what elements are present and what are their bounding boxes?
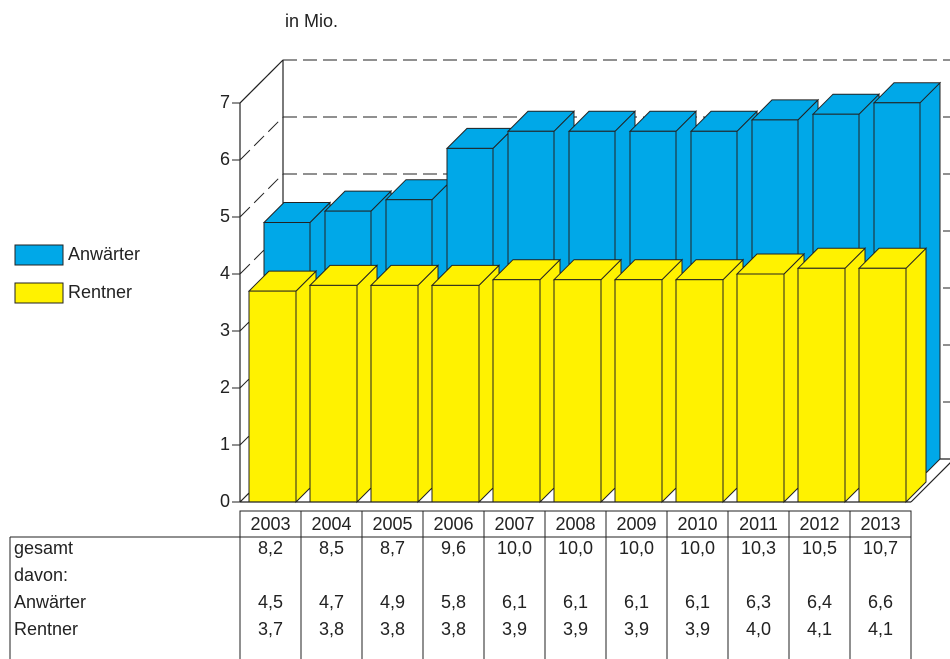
- floor-right: [910, 462, 950, 503]
- table-cell: 6,1: [502, 592, 527, 612]
- table-cell: 10,0: [497, 538, 532, 558]
- y-tick-label: 5: [220, 206, 230, 226]
- table-cell: 6,4: [807, 592, 832, 612]
- x-tick-label: 2005: [372, 514, 412, 534]
- y-tick-label: 6: [220, 149, 230, 169]
- legend-label: Anwärter: [68, 244, 140, 264]
- row-label: Anwärter: [14, 592, 86, 612]
- table-cell: 6,1: [624, 592, 649, 612]
- x-tick-label: 2010: [677, 514, 717, 534]
- bar: [675, 279, 724, 503]
- x-tick-label: 2011: [739, 514, 778, 534]
- x-tick-label: 2004: [311, 514, 351, 534]
- bar: [492, 279, 541, 503]
- bar-side: [905, 247, 927, 504]
- x-tick-label: 2003: [250, 514, 290, 534]
- table-cell: 8,5: [319, 538, 344, 558]
- table-cell: 3,8: [319, 619, 344, 639]
- table-cell: 6,1: [563, 592, 588, 612]
- table-cell: 3,9: [685, 619, 710, 639]
- grid-diagonal: [239, 116, 284, 161]
- table-cell: 3,9: [502, 619, 527, 639]
- bar: [248, 290, 297, 503]
- grid-diagonal: [239, 173, 284, 218]
- table-cell: 10,5: [802, 538, 837, 558]
- x-tick-label: 2006: [433, 514, 473, 534]
- table-cell: 3,9: [624, 619, 649, 639]
- bar: [736, 273, 785, 503]
- table-cell: 10,0: [680, 538, 715, 558]
- table-cell: 5,8: [441, 592, 466, 612]
- table-cell: 4,9: [380, 592, 405, 612]
- table-cell: 10,0: [558, 538, 593, 558]
- table-cell: 6,6: [868, 592, 893, 612]
- grid-diagonal: [239, 59, 284, 104]
- bar: [858, 267, 907, 503]
- y-tick-label: 2: [220, 377, 230, 397]
- y-tick-label: 1: [220, 434, 230, 454]
- table-cell: 6,3: [746, 592, 771, 612]
- bar: [553, 279, 602, 503]
- table-cell: 3,9: [563, 619, 588, 639]
- y-tick-label: 7: [220, 92, 230, 112]
- table-cell: 4,0: [746, 619, 771, 639]
- bar: [614, 279, 663, 503]
- x-tick-label: 2009: [616, 514, 656, 534]
- legend-label: Rentner: [68, 282, 132, 302]
- x-tick-label: 2013: [860, 514, 900, 534]
- x-tick-label: 2008: [555, 514, 595, 534]
- row-label: davon:: [14, 565, 68, 585]
- unit-label: in Mio.: [285, 11, 338, 31]
- table-cell: 8,7: [380, 538, 405, 558]
- x-tick-label: 2012: [799, 514, 839, 534]
- table-cell: 4,7: [319, 592, 344, 612]
- table-cell: 3,8: [441, 619, 466, 639]
- table-cell: 4,1: [807, 619, 832, 639]
- table-cell: 3,7: [258, 619, 283, 639]
- y-tick-label: 3: [220, 320, 230, 340]
- table-cell: 9,6: [441, 538, 466, 558]
- table-cell: 4,5: [258, 592, 283, 612]
- y-tick-label: 0: [220, 491, 230, 511]
- table-cell: 3,8: [380, 619, 405, 639]
- bar: [797, 267, 846, 503]
- row-label: gesamt: [14, 538, 73, 558]
- legend-swatch: [14, 282, 64, 304]
- table-cell: 8,2: [258, 538, 283, 558]
- y-tick-label: 4: [220, 263, 230, 283]
- x-tick-label: 2007: [494, 514, 534, 534]
- table-cell: 10,7: [863, 538, 898, 558]
- table-cell: 6,1: [685, 592, 710, 612]
- bar: [431, 284, 480, 503]
- bar: [370, 284, 419, 503]
- bar: [309, 284, 358, 503]
- row-label: Rentner: [14, 619, 78, 639]
- legend-swatch: [14, 244, 64, 266]
- table-cell: 4,1: [868, 619, 893, 639]
- table-cell: 10,3: [741, 538, 776, 558]
- table-cell: 10,0: [619, 538, 654, 558]
